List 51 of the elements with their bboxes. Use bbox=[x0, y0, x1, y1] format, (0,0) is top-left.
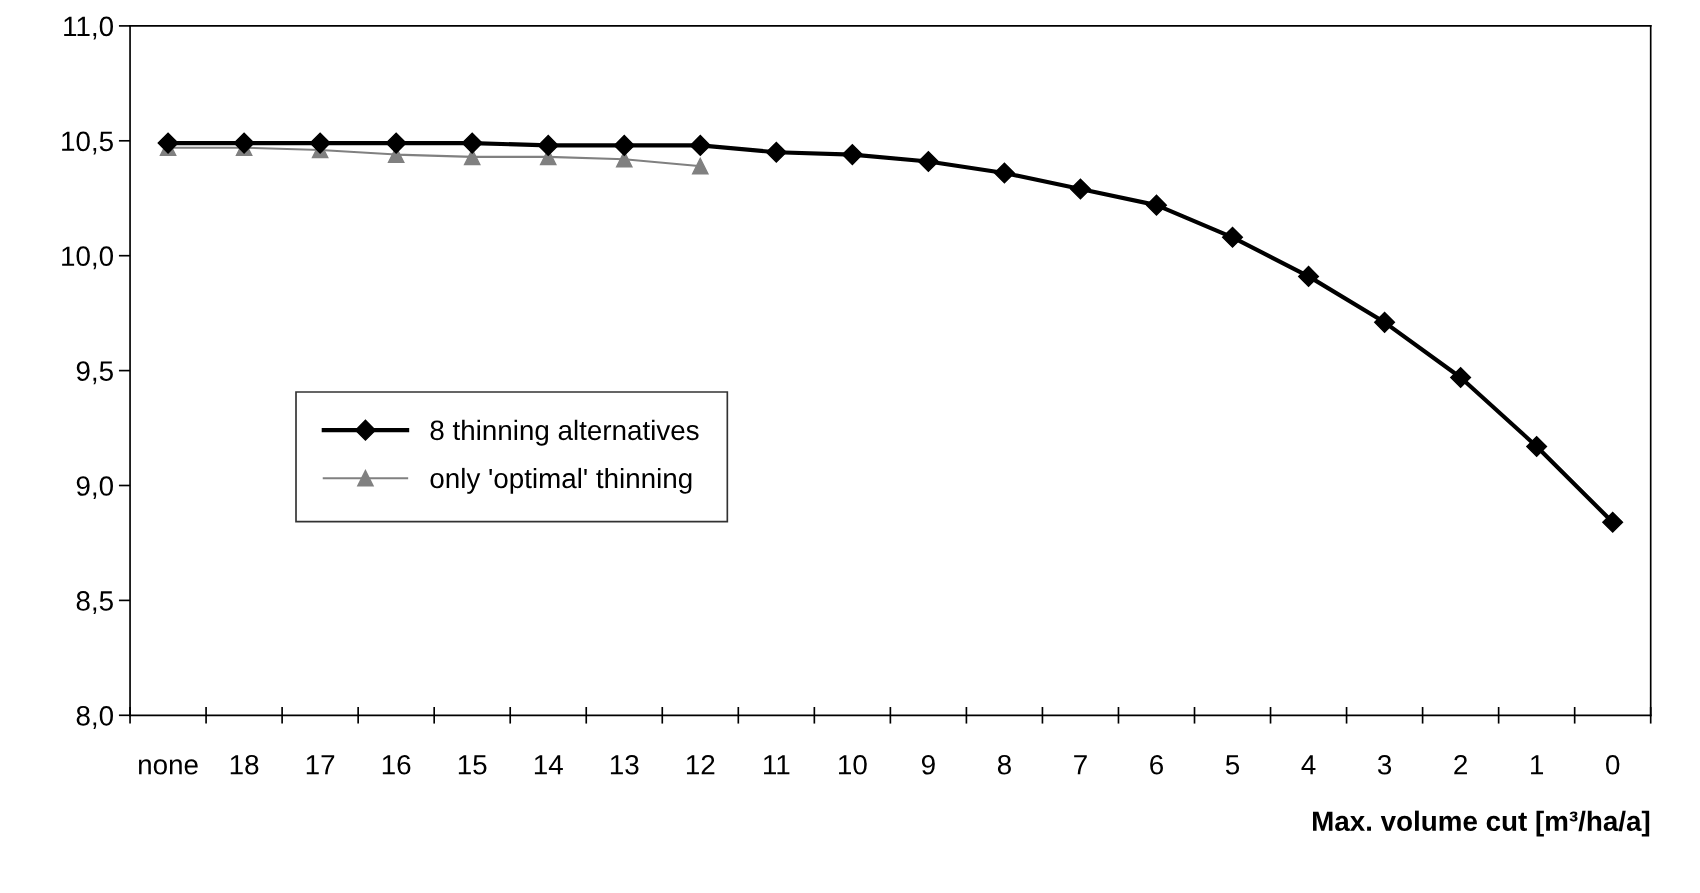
point bbox=[1602, 511, 1624, 533]
point bbox=[1145, 194, 1168, 216]
y-tick-label: 10,0 bbox=[62, 246, 113, 270]
point bbox=[689, 134, 711, 156]
x-tick-label: 17 bbox=[306, 755, 335, 775]
y-tick-label: 10,5 bbox=[62, 131, 113, 155]
x-tick-label: 8 bbox=[997, 754, 1011, 775]
point bbox=[1526, 435, 1548, 457]
x-tick-label: 13 bbox=[610, 754, 639, 775]
point bbox=[233, 132, 255, 154]
x-tick-label: 4 bbox=[1301, 755, 1316, 775]
x-tick-label: 9 bbox=[921, 754, 935, 775]
x-tick-label: 0 bbox=[1606, 754, 1620, 775]
point bbox=[691, 157, 709, 175]
y-tick-label: 8,0 bbox=[76, 705, 113, 729]
x-tick-label: 10 bbox=[839, 754, 867, 775]
x-tick-label: 3 bbox=[1377, 754, 1392, 775]
x-tick-label: 6 bbox=[1150, 754, 1163, 775]
point bbox=[1222, 226, 1244, 248]
x-tick-label: 15 bbox=[458, 755, 487, 775]
x-tick-label: 12 bbox=[686, 754, 715, 775]
point bbox=[309, 132, 331, 154]
point bbox=[1374, 311, 1396, 333]
x-axis-title: Max. volume cut [m³/ha/a] bbox=[1313, 810, 1650, 837]
x-tick-label: 1 bbox=[1531, 755, 1544, 775]
point bbox=[385, 132, 407, 154]
x-tick-label: 11 bbox=[764, 755, 790, 775]
point bbox=[613, 134, 635, 156]
point bbox=[1298, 265, 1320, 287]
x-tick-label: 7 bbox=[1074, 755, 1087, 775]
x-tick-label: 5 bbox=[1225, 755, 1240, 775]
point bbox=[1069, 178, 1091, 200]
point bbox=[765, 141, 787, 163]
y-tick-label: 11,0 bbox=[64, 16, 113, 40]
legend-label: only 'optimal' thinning bbox=[430, 467, 692, 494]
point bbox=[841, 144, 863, 166]
point bbox=[461, 132, 483, 154]
x-tick-label: 16 bbox=[382, 754, 411, 775]
point bbox=[157, 132, 179, 154]
legend-label: 8 thinning alternatives bbox=[430, 419, 699, 446]
x-tick-label: 14 bbox=[534, 755, 563, 775]
x-tick-label: none bbox=[139, 759, 198, 775]
y-tick-label: 8,5 bbox=[76, 591, 113, 615]
x-tick-label: 2 bbox=[1454, 754, 1467, 775]
point bbox=[537, 134, 559, 156]
point bbox=[1450, 366, 1472, 389]
y-tick-label: 9,0 bbox=[76, 476, 113, 500]
x-tick-label: 18 bbox=[230, 754, 259, 775]
point bbox=[917, 150, 939, 172]
point bbox=[993, 162, 1015, 184]
y-tick-label: 9,5 bbox=[76, 361, 113, 385]
